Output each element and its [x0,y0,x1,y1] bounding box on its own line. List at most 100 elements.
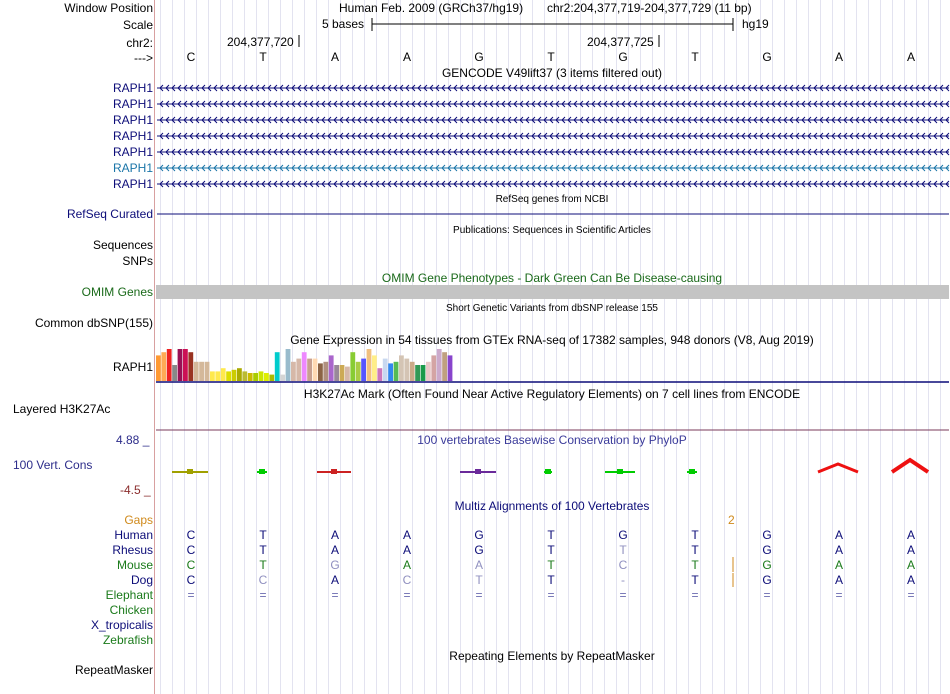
alignment-base: T [547,543,555,557]
species-label[interactable]: Elephant [105,588,153,602]
alignment-base: T [259,528,267,542]
scale-label: Scale [122,18,153,32]
gtex-bar [355,361,361,381]
gtex-bar [350,352,356,381]
ruler-base: T [691,50,699,64]
omim-label[interactable]: OMIM Genes [81,285,153,299]
grid-line [172,0,173,694]
species-label[interactable]: Chicken [109,603,153,617]
refseq-label[interactable]: RefSeq Curated [66,207,153,221]
species-label[interactable]: Zebrafish [102,633,153,647]
grid-line [604,0,605,694]
alignment-base: = [547,588,555,602]
alignment-base: G [762,543,772,557]
alignment-base: = [691,588,699,602]
grid-line [232,0,233,694]
gencode-item-label[interactable]: RAPH1 [112,161,153,175]
grid-line [676,0,677,694]
gtex-bar [323,361,329,381]
grid-line [712,0,713,694]
scale-db: hg19 [742,17,769,31]
species-label[interactable]: Dog [130,573,153,587]
alignment-base: A [834,528,843,542]
alignment-base: A [834,543,843,557]
gtex-bar [307,358,312,381]
grid-line [160,0,161,694]
gencode-item-label[interactable]: RAPH1 [112,129,153,143]
gencode-title: GENCODE V49lift37 (3 items filtered out) [441,66,663,80]
gtex-bar [177,349,183,381]
cons-label[interactable]: 100 Vert. Cons [13,458,93,472]
gtex-bar [372,355,377,381]
species-label[interactable]: Mouse [116,558,153,572]
alignment-base: T [475,573,483,587]
alignment-base: C [186,528,196,542]
omim-title: OMIM Gene Phenotypes - Dark Green Can Be… [381,271,723,285]
h3k27ac-label[interactable]: Layered H3K27Ac [13,402,111,416]
gtex-bar [285,349,291,381]
grid-line [760,0,761,694]
grid-line [484,0,485,694]
cons-peak-A [890,457,930,474]
gtex-bar [431,355,437,381]
gencode-item-label[interactable]: RAPH1 [112,81,153,95]
alignment-base: = [763,588,771,602]
snps-label[interactable]: SNPs [122,254,153,268]
grid-line [928,0,929,694]
grid-line [508,0,509,694]
h3k27ac-title: H3K27Ac Mark (Often Found Near Active Re… [303,387,801,401]
grid-line [904,0,905,694]
alignment-base: = [259,588,267,602]
grid-line [688,0,689,694]
gtex-bar [447,355,453,381]
alignment-base: C [186,573,196,587]
grid-line [388,0,389,694]
gtex-bar [161,352,167,381]
grid-line [916,0,917,694]
alignment-base: A [330,573,339,587]
gencode-item-label[interactable]: RAPH1 [112,97,153,111]
gtex-bar [388,363,393,381]
position-text: chr2:204,377,719-204,377,729 (11 bp) [547,1,752,15]
alignment-base: A [474,558,483,572]
grid-line [748,0,749,694]
grid-line [856,0,857,694]
gtex-bar [318,363,323,381]
grid-line [568,0,569,694]
grid-line [256,0,257,694]
gtex-bar [215,371,221,381]
gtex-label[interactable]: RAPH1 [112,360,153,374]
gtex-bar [199,361,204,381]
species-label[interactable]: X_tropicalis [90,618,153,632]
grid-line [544,0,545,694]
alignment-base: = [475,588,483,602]
grid-line [868,0,869,694]
alignment-base: C [618,558,628,572]
grid-line [556,0,557,694]
transcript-strand-arrows [159,180,950,188]
gtex-bar [237,368,242,381]
gtex-bar [242,371,248,381]
ruler-base: G [618,50,628,64]
strand-label: ---> [134,51,153,65]
gtex-bar [247,373,253,381]
repeat-label[interactable]: RepeatMasker [74,663,153,677]
transcript-strand-arrows [159,116,950,124]
gtex-bar [291,361,296,381]
alignment-base: = [403,588,411,602]
gencode-item-label[interactable]: RAPH1 [112,145,153,159]
species-label[interactable]: Human [114,528,153,542]
gencode-item-label[interactable]: RAPH1 [112,113,153,127]
species-label[interactable]: Rhesus [112,543,153,557]
grid-line [808,0,809,694]
gtex-bar [226,371,231,381]
ruler-base: G [762,50,772,64]
dbsnp-label[interactable]: Common dbSNP(155) [34,316,153,330]
pubs-label[interactable]: Sequences [92,238,153,252]
cons-mark-peak [545,469,551,474]
grid-line [700,0,701,694]
gtex-bar [231,369,237,381]
grid-line [268,0,269,694]
gencode-item-label[interactable]: RAPH1 [112,177,153,191]
